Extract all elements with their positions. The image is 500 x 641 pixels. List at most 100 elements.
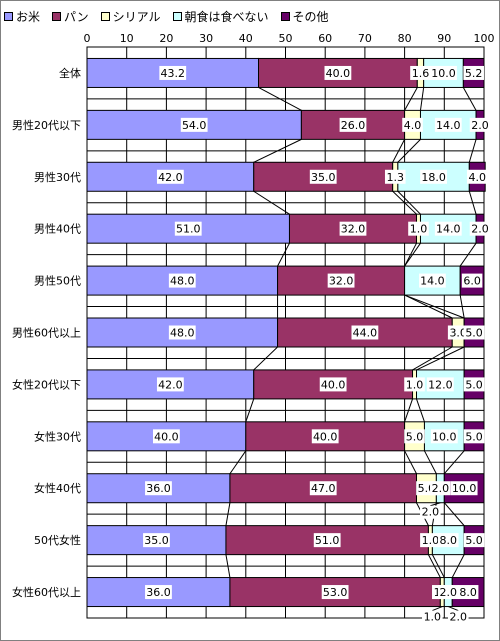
leader-line — [448, 606, 459, 612]
data-label: 54.0 — [182, 119, 207, 132]
category-label: 男性20代以下 — [12, 118, 81, 132]
data-label-bg — [463, 429, 485, 444]
x-tick-label: 0 — [84, 32, 91, 45]
legend-label: パン — [64, 9, 89, 24]
data-label: 35.0 — [144, 534, 169, 547]
leader-line — [430, 502, 441, 507]
x-tick-label: 100 — [474, 32, 495, 45]
data-label-bg — [422, 610, 443, 624]
x-tick-label: 50 — [279, 32, 293, 45]
legend-label: お米 — [16, 9, 41, 24]
category-label: 50代女性 — [34, 533, 81, 547]
series-line — [253, 138, 302, 163]
legend-swatch — [100, 11, 110, 21]
data-label: 1.6 — [412, 67, 430, 80]
data-label-bg — [339, 221, 367, 236]
data-label-bg — [457, 585, 479, 600]
data-label: 1.0 — [406, 378, 424, 391]
category-label: 女性40代 — [34, 481, 81, 495]
data-label-bg — [437, 533, 459, 548]
data-label: 1.0 — [424, 611, 442, 624]
data-label-bg — [309, 481, 337, 496]
series-line — [462, 87, 477, 111]
data-label: 12.0 — [428, 378, 453, 391]
legend-item: 朝食は食べない — [172, 8, 269, 25]
data-label-bg — [168, 325, 196, 340]
x-tick-label: 60 — [318, 32, 332, 45]
series-line — [225, 554, 231, 578]
series-line — [459, 242, 477, 267]
series-line — [392, 190, 417, 215]
series-line — [404, 87, 418, 111]
data-label-bg — [153, 429, 180, 444]
series-line — [424, 450, 437, 474]
data-label: 2.0 — [422, 506, 440, 519]
data-label: 35.0 — [311, 171, 336, 184]
data-label-bg — [437, 585, 459, 600]
bar-segment — [277, 265, 406, 296]
legend-swatch — [4, 11, 13, 21]
data-label: 51.0 — [315, 534, 340, 547]
series-line — [225, 502, 231, 526]
data-label-bg — [420, 533, 441, 548]
data-label-bg — [156, 377, 184, 392]
legend-swatch — [172, 11, 182, 21]
series-line — [253, 190, 290, 215]
data-label-bg — [463, 377, 485, 392]
data-label: 5.0 — [465, 430, 483, 443]
data-label: 40.0 — [313, 430, 338, 443]
series-line — [404, 294, 465, 319]
data-label-bg — [469, 117, 491, 132]
data-label: 8.0 — [440, 534, 458, 547]
data-label: 48.0 — [170, 327, 195, 340]
data-label-bg — [450, 481, 478, 496]
data-label: 14.0 — [420, 275, 445, 288]
data-label-bg — [434, 117, 462, 132]
series-line — [253, 346, 278, 371]
data-label: 51.0 — [176, 223, 201, 236]
data-label-bg — [311, 429, 339, 444]
data-label: 44.0 — [353, 327, 378, 340]
data-label-bg — [384, 169, 406, 184]
data-label-bg — [404, 429, 425, 444]
data-label-bg — [430, 429, 458, 444]
data-label-bg — [339, 117, 367, 132]
series-line — [404, 242, 421, 267]
category-label: 男性50代 — [34, 274, 81, 288]
data-label-bg — [447, 325, 469, 340]
data-label-bg — [463, 65, 484, 80]
data-label: 1.0 — [410, 223, 428, 236]
data-label-bg — [324, 65, 352, 80]
data-label-bg — [156, 169, 184, 184]
data-label-bg — [404, 377, 425, 392]
data-label-bg — [469, 221, 491, 236]
category-label: 男性60代以上 — [12, 326, 81, 340]
data-label: 2.0 — [440, 586, 458, 599]
data-label: 1.3 — [387, 171, 405, 184]
data-label: 3.0 — [449, 327, 467, 340]
category-label: 男性40代 — [34, 222, 81, 236]
data-label-bg — [180, 117, 208, 132]
series-line — [427, 554, 441, 578]
category-label: 女性20代以下 — [12, 377, 81, 391]
legend-item: シリアル — [100, 8, 161, 25]
x-tick-label: 20 — [159, 32, 173, 45]
legend-label: シリアル — [112, 9, 161, 24]
data-label: 2.0 — [450, 611, 468, 624]
series-line — [404, 294, 453, 319]
data-label-bg — [430, 65, 457, 80]
x-tick-label: 80 — [398, 32, 412, 45]
x-tick-label: 90 — [437, 32, 451, 45]
data-label-bg — [327, 273, 355, 288]
legend-label: 朝食は食べない — [184, 9, 269, 24]
data-label-bg — [319, 377, 347, 392]
data-label: 1.0 — [422, 534, 440, 547]
data-label: 5.0 — [465, 378, 483, 391]
series-line — [245, 398, 255, 422]
x-tick-label: 30 — [199, 32, 213, 45]
x-tick-label: 10 — [120, 32, 134, 45]
data-label-bg — [447, 610, 469, 624]
data-label: 26.0 — [341, 119, 366, 132]
data-label: 14.0 — [436, 119, 461, 132]
